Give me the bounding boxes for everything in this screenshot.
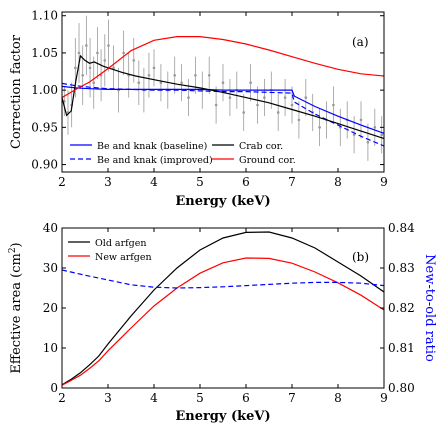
- data-point: [103, 59, 107, 62]
- data-point: [112, 66, 115, 70]
- y-tick-label: 10: [43, 341, 58, 355]
- data-point: [81, 73, 84, 77]
- data-point: [147, 73, 151, 77]
- data-point: [88, 66, 92, 70]
- x-tick-label: 5: [196, 175, 204, 189]
- data-point: [207, 73, 211, 77]
- x-tick-label: 8: [334, 175, 342, 189]
- data-point: [74, 66, 77, 70]
- series-line-crab-cor: [62, 54, 384, 140]
- legend-label-be-and-knak-baseline: Be and knak (baseline): [97, 141, 207, 152]
- data-point: [366, 140, 370, 144]
- panel-a-frame: [61, 11, 385, 173]
- panel-b-effective-area-chart: 2 3 4 5 6 7 8 9 0 10 20 30 40 0.80 0.81 0.82 0.83 0.84 (b…: [8, 221, 436, 424]
- legend-label-ground-cor: Ground cor.: [239, 155, 296, 166]
- data-point: [332, 103, 335, 107]
- x-tick-label: 2: [58, 175, 66, 189]
- data-point: [159, 81, 163, 84]
- series-line-new-arfgen: [62, 257, 384, 386]
- panel-b-xlabel: Energy (keV): [175, 409, 270, 424]
- data-point: [137, 81, 141, 84]
- x-tick-label: 3: [104, 391, 112, 405]
- panel-b-y2label: New-to-old ratio: [422, 254, 436, 362]
- x-tick-label: 7: [288, 391, 296, 405]
- x-tick-label: 9: [380, 175, 388, 189]
- y-tick-label: 1.00: [31, 83, 58, 97]
- data-point: [304, 96, 308, 99]
- data-point: [180, 81, 183, 84]
- data-point: [263, 96, 266, 99]
- data-point: [290, 103, 294, 107]
- data-point: [373, 126, 377, 129]
- x-tick-label: 8: [334, 391, 342, 405]
- x-tick-label: 6: [242, 175, 250, 189]
- data-point: [96, 51, 99, 55]
- data-point: [249, 81, 252, 84]
- series-line-be-and-knak-baseline: [62, 85, 384, 134]
- x-tick-label: 3: [104, 175, 112, 189]
- panel-b-label: (b): [352, 250, 369, 264]
- data-point: [77, 51, 81, 55]
- legend-label-crab-cor: Crab cor.: [239, 141, 283, 152]
- legend-label-new-arfgen: New arfgen: [95, 252, 152, 263]
- x-tick-label: 2: [58, 391, 66, 405]
- x-tick-label: 9: [380, 391, 388, 405]
- legend-label-be-and-knak-improved: Be and knak (improved): [97, 155, 213, 166]
- data-point: [318, 126, 321, 129]
- data-point: [92, 81, 96, 84]
- data-point: [297, 118, 301, 122]
- data-point: [85, 44, 88, 47]
- data-point: [214, 103, 218, 107]
- y2-tick-label: 0.83: [388, 261, 415, 275]
- x-tick-label: 7: [288, 175, 296, 189]
- panel-a-xlabel: Energy (keV): [175, 194, 270, 209]
- y2-tick-label: 0.84: [388, 221, 415, 235]
- y-tick-label: 0: [50, 381, 58, 395]
- data-point: [152, 66, 156, 70]
- y2-tick-label: 0.82: [388, 301, 415, 315]
- y-tick-label: 1.05: [31, 46, 58, 60]
- data-point: [352, 133, 356, 137]
- panel-a-correction-factor-chart: 2 3 4 5 6 7 8 9 0.90 0.95 1.00 1.05 1.10 (a) Correct…: [9, 9, 388, 209]
- data-point: [256, 103, 259, 107]
- data-point: [359, 118, 363, 122]
- data-point: [187, 96, 190, 99]
- x-tick-label: 6: [242, 391, 250, 405]
- legend-label-old-arfgen: Old arfgen: [95, 238, 146, 249]
- y-tick-label: 30: [43, 261, 58, 275]
- y-tick-label: 0.95: [31, 120, 58, 134]
- data-point: [221, 81, 225, 84]
- data-point: [276, 111, 280, 114]
- data-point: [228, 96, 232, 99]
- series-line-old-arfgen: [62, 231, 384, 386]
- panel-a-ylabel: Correction factor: [9, 34, 24, 149]
- x-tick-label: 4: [150, 175, 158, 189]
- data-point: [194, 73, 197, 77]
- series-line-ground-cor: [62, 36, 384, 99]
- panel-b-legend: Old arfgen New arfgen: [68, 238, 152, 263]
- data-point: [380, 133, 384, 137]
- y-tick-label: 40: [43, 221, 58, 235]
- y2-tick-label: 0.80: [388, 381, 415, 395]
- data-point: [132, 59, 136, 62]
- data-point: [107, 44, 110, 47]
- panel-a-label: (a): [352, 35, 369, 49]
- data-point: [242, 111, 245, 114]
- panel-b-ylabel: Effective area (cm2): [8, 242, 24, 373]
- y2-tick-label: 0.81: [388, 341, 415, 355]
- y-tick-label: 20: [43, 301, 58, 315]
- data-point: [122, 51, 125, 55]
- y-tick-label: 1.10: [31, 9, 58, 23]
- y-tick-label: 0.90: [31, 158, 58, 172]
- data-point: [173, 73, 176, 77]
- x-tick-label: 5: [196, 391, 204, 405]
- series-line-be-and-knak-improved: [62, 82, 384, 147]
- x-tick-label: 4: [150, 391, 158, 405]
- series-line-new-to-old-ratio: [62, 269, 384, 289]
- panel-a-legend: Be and knak (baseline) Be and knak (impro…: [70, 141, 296, 166]
- data-point: [283, 96, 287, 99]
